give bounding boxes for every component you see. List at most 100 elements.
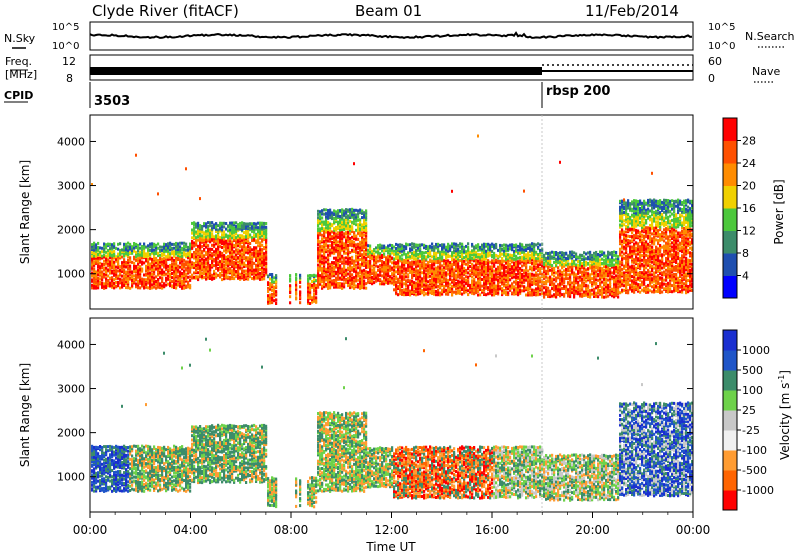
echo-cell — [239, 222, 241, 225]
echo-cell — [339, 264, 341, 267]
echo-cell — [373, 267, 375, 270]
echo-cell — [481, 278, 483, 281]
echo-cell — [117, 260, 119, 263]
echo-cell — [221, 268, 223, 271]
echo-cell — [139, 256, 141, 259]
echo-cell — [425, 279, 427, 282]
echo-cell — [353, 265, 355, 268]
echo-cell — [505, 244, 507, 247]
echo-cell — [321, 255, 323, 258]
echo-cell — [111, 270, 113, 273]
echo-cell — [123, 243, 125, 246]
echo-cell — [489, 254, 491, 257]
echo-cell — [243, 262, 245, 265]
echo-cell — [561, 251, 563, 254]
echo-cell — [357, 243, 359, 246]
echo-cell — [313, 300, 315, 303]
echo-cell — [333, 266, 335, 269]
echo-cell — [295, 296, 297, 299]
echo-cell — [549, 290, 551, 293]
echo-cell — [307, 290, 309, 293]
echo-cell — [347, 214, 349, 217]
echo-cell — [317, 216, 319, 219]
echo-cell — [471, 276, 473, 279]
echo-cell — [149, 243, 151, 246]
echo-cell — [331, 282, 333, 285]
echo-cell — [185, 285, 187, 288]
echo-cell — [149, 249, 151, 252]
echo-cell — [229, 238, 231, 241]
echo-cell — [363, 269, 365, 272]
echo-cell — [353, 162, 355, 165]
echo-cell — [187, 269, 189, 272]
echo-cell — [329, 263, 331, 266]
echo-cell — [423, 271, 425, 274]
echo-cell — [529, 254, 531, 257]
echo-cell — [213, 277, 215, 280]
echo-cell — [145, 265, 147, 268]
echo-cell — [497, 279, 499, 282]
echo-cell — [535, 243, 537, 246]
echo-cell — [153, 281, 155, 284]
echo-cell — [135, 255, 137, 258]
echo-cell — [527, 273, 529, 276]
nsearch-label: N.Search — [745, 30, 795, 43]
echo-cell — [223, 234, 225, 237]
echo-cell — [419, 264, 421, 267]
echo-cell — [459, 275, 461, 278]
echo-cell — [247, 252, 249, 255]
echo-cell — [329, 267, 331, 270]
echo-cell — [213, 270, 215, 273]
echo-cell — [407, 243, 409, 246]
echo-cell — [329, 244, 331, 247]
echo-cell — [329, 248, 331, 251]
echo-cell — [503, 260, 505, 263]
echo-cell — [415, 249, 417, 252]
echo-cell — [271, 284, 273, 287]
echo-cell — [171, 276, 173, 279]
echo-cell — [143, 255, 145, 258]
echo-cell — [537, 242, 539, 245]
echo-cell — [483, 256, 485, 259]
echo-cell — [137, 257, 139, 260]
echo-cell — [151, 273, 153, 276]
echo-cell — [363, 214, 365, 217]
echo-cell — [325, 260, 327, 263]
echo-cell — [543, 292, 545, 295]
echo-cell — [221, 222, 223, 225]
echo-cell — [579, 256, 581, 259]
echo-cell — [175, 245, 177, 248]
echo-cell — [119, 253, 121, 256]
echo-cell — [471, 285, 473, 288]
echo-cell — [347, 244, 349, 247]
echo-cell — [557, 273, 559, 276]
echo-cell — [355, 270, 357, 273]
echo-cell — [463, 289, 465, 292]
echo-cell — [105, 251, 107, 254]
echo-cell — [165, 277, 167, 280]
echo-cell — [141, 278, 143, 281]
echo-cell — [203, 276, 205, 279]
echo-cell — [271, 301, 273, 304]
echo-cell — [189, 260, 191, 263]
echo-cell — [591, 272, 593, 275]
echo-cell — [179, 285, 181, 288]
echo-cell — [359, 285, 361, 288]
echo-cell — [257, 244, 259, 247]
echo-cell — [315, 284, 317, 287]
echo-cell — [191, 236, 193, 239]
echo-cell — [601, 292, 603, 295]
freq-tick-top: 12 — [62, 55, 76, 68]
echo-cell — [255, 239, 257, 242]
echo-cell — [193, 251, 195, 254]
echo-cell — [537, 268, 539, 271]
echo-cell — [367, 244, 369, 247]
echo-cell — [109, 247, 111, 250]
echo-cell — [477, 284, 479, 287]
echo-cell — [337, 235, 339, 238]
echo-cell — [321, 237, 323, 240]
echo-cell — [547, 290, 549, 293]
echo-cell — [173, 243, 175, 246]
echo-cell — [203, 244, 205, 247]
echo-cell — [135, 274, 137, 277]
